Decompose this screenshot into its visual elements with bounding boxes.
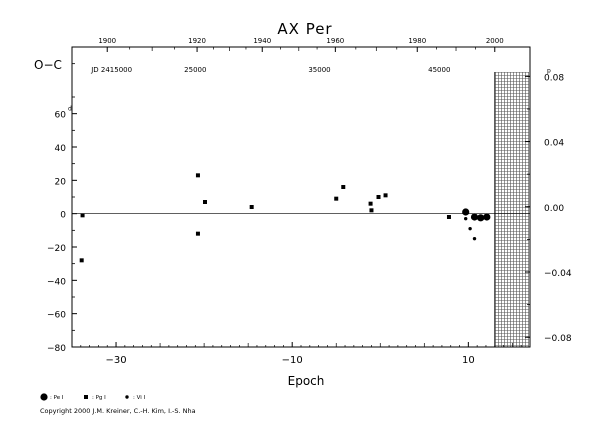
copyright-note: Copyright 2000 J.M. Kreiner, C.-H. Kim, … bbox=[40, 407, 196, 415]
x-tick-label: −30 bbox=[105, 355, 126, 366]
jd-label: 25000 bbox=[184, 66, 206, 74]
y-tick-label: −60 bbox=[47, 311, 66, 321]
jd-label: 45000 bbox=[428, 66, 450, 74]
circle-point bbox=[462, 208, 470, 216]
x-tick-label: −10 bbox=[282, 355, 303, 366]
square-point bbox=[80, 213, 85, 218]
future-region bbox=[494, 72, 529, 347]
square-point bbox=[79, 258, 84, 263]
y-tick-label: −40 bbox=[47, 277, 66, 287]
legend-label: : Vi I bbox=[133, 395, 146, 401]
x-axis-label: Epoch bbox=[288, 374, 325, 388]
circle-point bbox=[470, 213, 479, 221]
y-unit-mark: d bbox=[68, 106, 72, 113]
square-point bbox=[376, 195, 381, 199]
right-unit-mark: p bbox=[547, 67, 551, 74]
legend-circle-marker bbox=[40, 393, 48, 401]
square-point bbox=[249, 205, 254, 209]
dot-point bbox=[468, 226, 472, 231]
legend-label: : Pe I bbox=[50, 395, 64, 401]
y-tick-label: −20 bbox=[47, 244, 66, 254]
square-point bbox=[446, 215, 451, 219]
right-tick-label: 0.00 bbox=[544, 204, 564, 214]
plot-frame bbox=[71, 46, 531, 348]
circle-point bbox=[477, 214, 485, 222]
year-label: 2000 bbox=[486, 37, 504, 45]
square-point bbox=[368, 201, 373, 206]
square-point bbox=[195, 231, 200, 236]
year-label: 1900 bbox=[98, 37, 116, 45]
right-tick-label: 0.08 bbox=[544, 73, 564, 83]
right-tick-label: −0.08 bbox=[544, 334, 572, 344]
right-tick-label: 0.04 bbox=[544, 139, 564, 149]
circle-point bbox=[483, 213, 491, 221]
jd-label: 35000 bbox=[308, 66, 330, 74]
dot-point bbox=[464, 216, 468, 221]
right-tick-label: −0.04 bbox=[544, 269, 572, 279]
y-tick-label: −80 bbox=[47, 344, 66, 354]
square-point bbox=[383, 193, 388, 198]
year-label: 1980 bbox=[408, 37, 426, 45]
y-tick-label: 20 bbox=[55, 177, 67, 187]
jd-label: JD 2415000 bbox=[90, 66, 132, 74]
legend-dot-marker bbox=[125, 395, 129, 399]
y-tick-label: 60 bbox=[55, 111, 67, 121]
x-tick-label: 10 bbox=[462, 355, 475, 366]
dot-point bbox=[472, 236, 477, 241]
year-label: 1920 bbox=[188, 37, 206, 45]
square-point bbox=[334, 196, 339, 201]
square-point bbox=[341, 185, 346, 189]
y-tick-label: 40 bbox=[55, 144, 67, 154]
square-point bbox=[195, 173, 200, 178]
y-axis-label: O−C bbox=[34, 58, 62, 72]
y-tick-label: 0 bbox=[60, 211, 66, 221]
square-point bbox=[369, 208, 374, 213]
year-label: 1940 bbox=[253, 37, 271, 45]
legend-square-marker bbox=[84, 395, 88, 399]
square-point bbox=[202, 200, 207, 204]
year-label: 1960 bbox=[326, 37, 344, 45]
legend-label: : Pg I bbox=[92, 395, 106, 401]
chart-title: AX Per bbox=[277, 20, 332, 38]
